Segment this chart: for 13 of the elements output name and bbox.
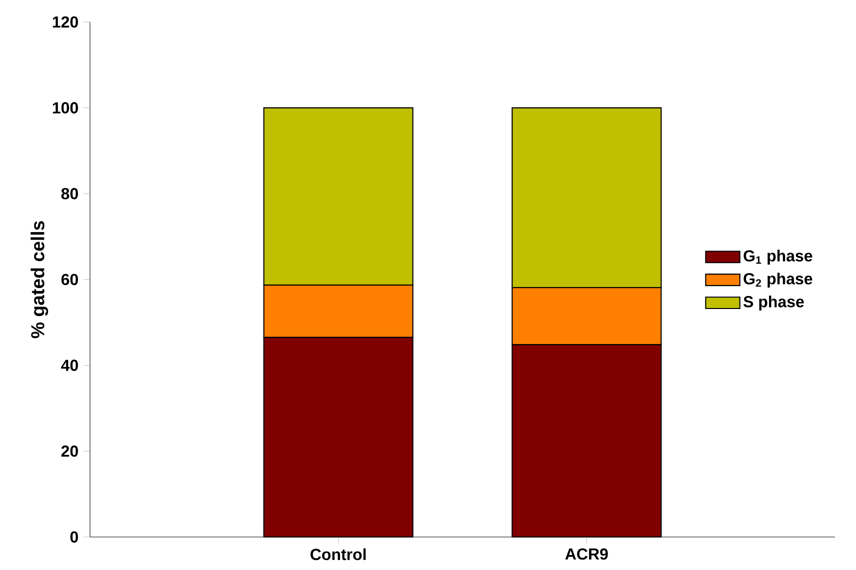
y-tick-label: 40: [61, 360, 78, 371]
y-tick-label: 0: [70, 531, 78, 543]
x-tick-label: ACR9: [565, 548, 608, 560]
y-tick-label: 60: [61, 274, 78, 286]
y-tick-label: 80: [61, 188, 78, 200]
y-tick-label: 20: [61, 445, 78, 457]
y-tick-label: 100: [52, 102, 78, 114]
y-tick-label: 120: [52, 16, 78, 28]
legend-label: S phase: [744, 296, 804, 311]
legend-label: G$_{2}$ phase: [744, 272, 812, 288]
x-tick-label: Control: [310, 548, 366, 560]
y-axis-title: % gated cells: [30, 221, 48, 338]
legend-label: G$_{1}$ phase: [744, 250, 812, 265]
